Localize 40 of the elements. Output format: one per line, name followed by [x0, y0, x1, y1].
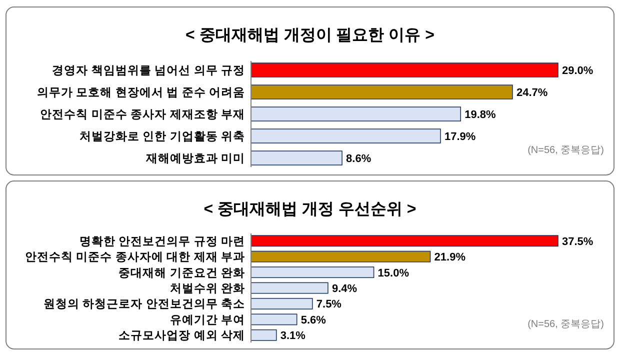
bar — [250, 329, 277, 341]
bar — [250, 266, 374, 278]
y-tick-label: 유예기간 부여 — [170, 313, 245, 326]
y-tick-label: 중대재해 기준요건 완화 — [118, 266, 245, 280]
data-label: 29.0% — [562, 65, 594, 77]
data-label: 8.6% — [346, 153, 372, 165]
data-label: 15.0% — [378, 267, 410, 280]
data-label: 21.9% — [434, 252, 466, 264]
y-tick-label: 명확한 안전보건의무 규정 마련 — [79, 234, 245, 248]
bar — [250, 282, 328, 294]
bar — [250, 62, 558, 78]
y-tick-label: 처벌강화로 인한 기업활동 위축 — [79, 130, 245, 143]
bar — [250, 235, 558, 247]
data-label: 7.5% — [316, 298, 342, 311]
data-label: 19.8% — [464, 109, 496, 121]
y-tick-label: 안전수칙 미준수 종사자에 대한 제재 부과 — [25, 250, 245, 264]
chart-title: < 중대재해법 개정이 필요한 이유 > — [186, 27, 434, 44]
data-label: 3.1% — [280, 330, 306, 342]
data-label: 37.5% — [562, 236, 594, 248]
bar — [250, 128, 441, 144]
y-tick-label: 원청의 하청근로자 안전보건의무 축소 — [43, 298, 245, 311]
y-tick-label: 재해예방효과 미미 — [144, 152, 245, 165]
bar — [250, 150, 342, 166]
bar — [250, 250, 431, 262]
bar — [250, 84, 513, 100]
annotation: (N=56, 중복응답) — [528, 145, 604, 156]
y-tick-label: 처벌수위 완화 — [170, 282, 245, 295]
data-label: 17.9% — [444, 131, 476, 143]
y-tick-label: 안전수칙 미준수 종사자 제재조항 부재 — [40, 108, 245, 121]
annotation: (N=56, 중복응답) — [528, 319, 604, 330]
y-tick-label: 경영자 책임범위를 넘어선 의무 규정 — [52, 64, 245, 77]
y-tick-label: 소규모사업장 예외 삭제 — [118, 329, 245, 342]
bar — [250, 106, 462, 122]
chart-title: < 중대재해법 개정 우선순위 > — [204, 201, 416, 218]
data-label: 9.4% — [332, 283, 358, 295]
data-label: 24.7% — [516, 87, 548, 99]
y-tick-label: 의무가 모호해 현장에서 법 준수 어려움 — [37, 86, 245, 99]
bar — [250, 298, 313, 310]
data-label: 5.6% — [300, 314, 326, 326]
bar — [250, 314, 298, 326]
